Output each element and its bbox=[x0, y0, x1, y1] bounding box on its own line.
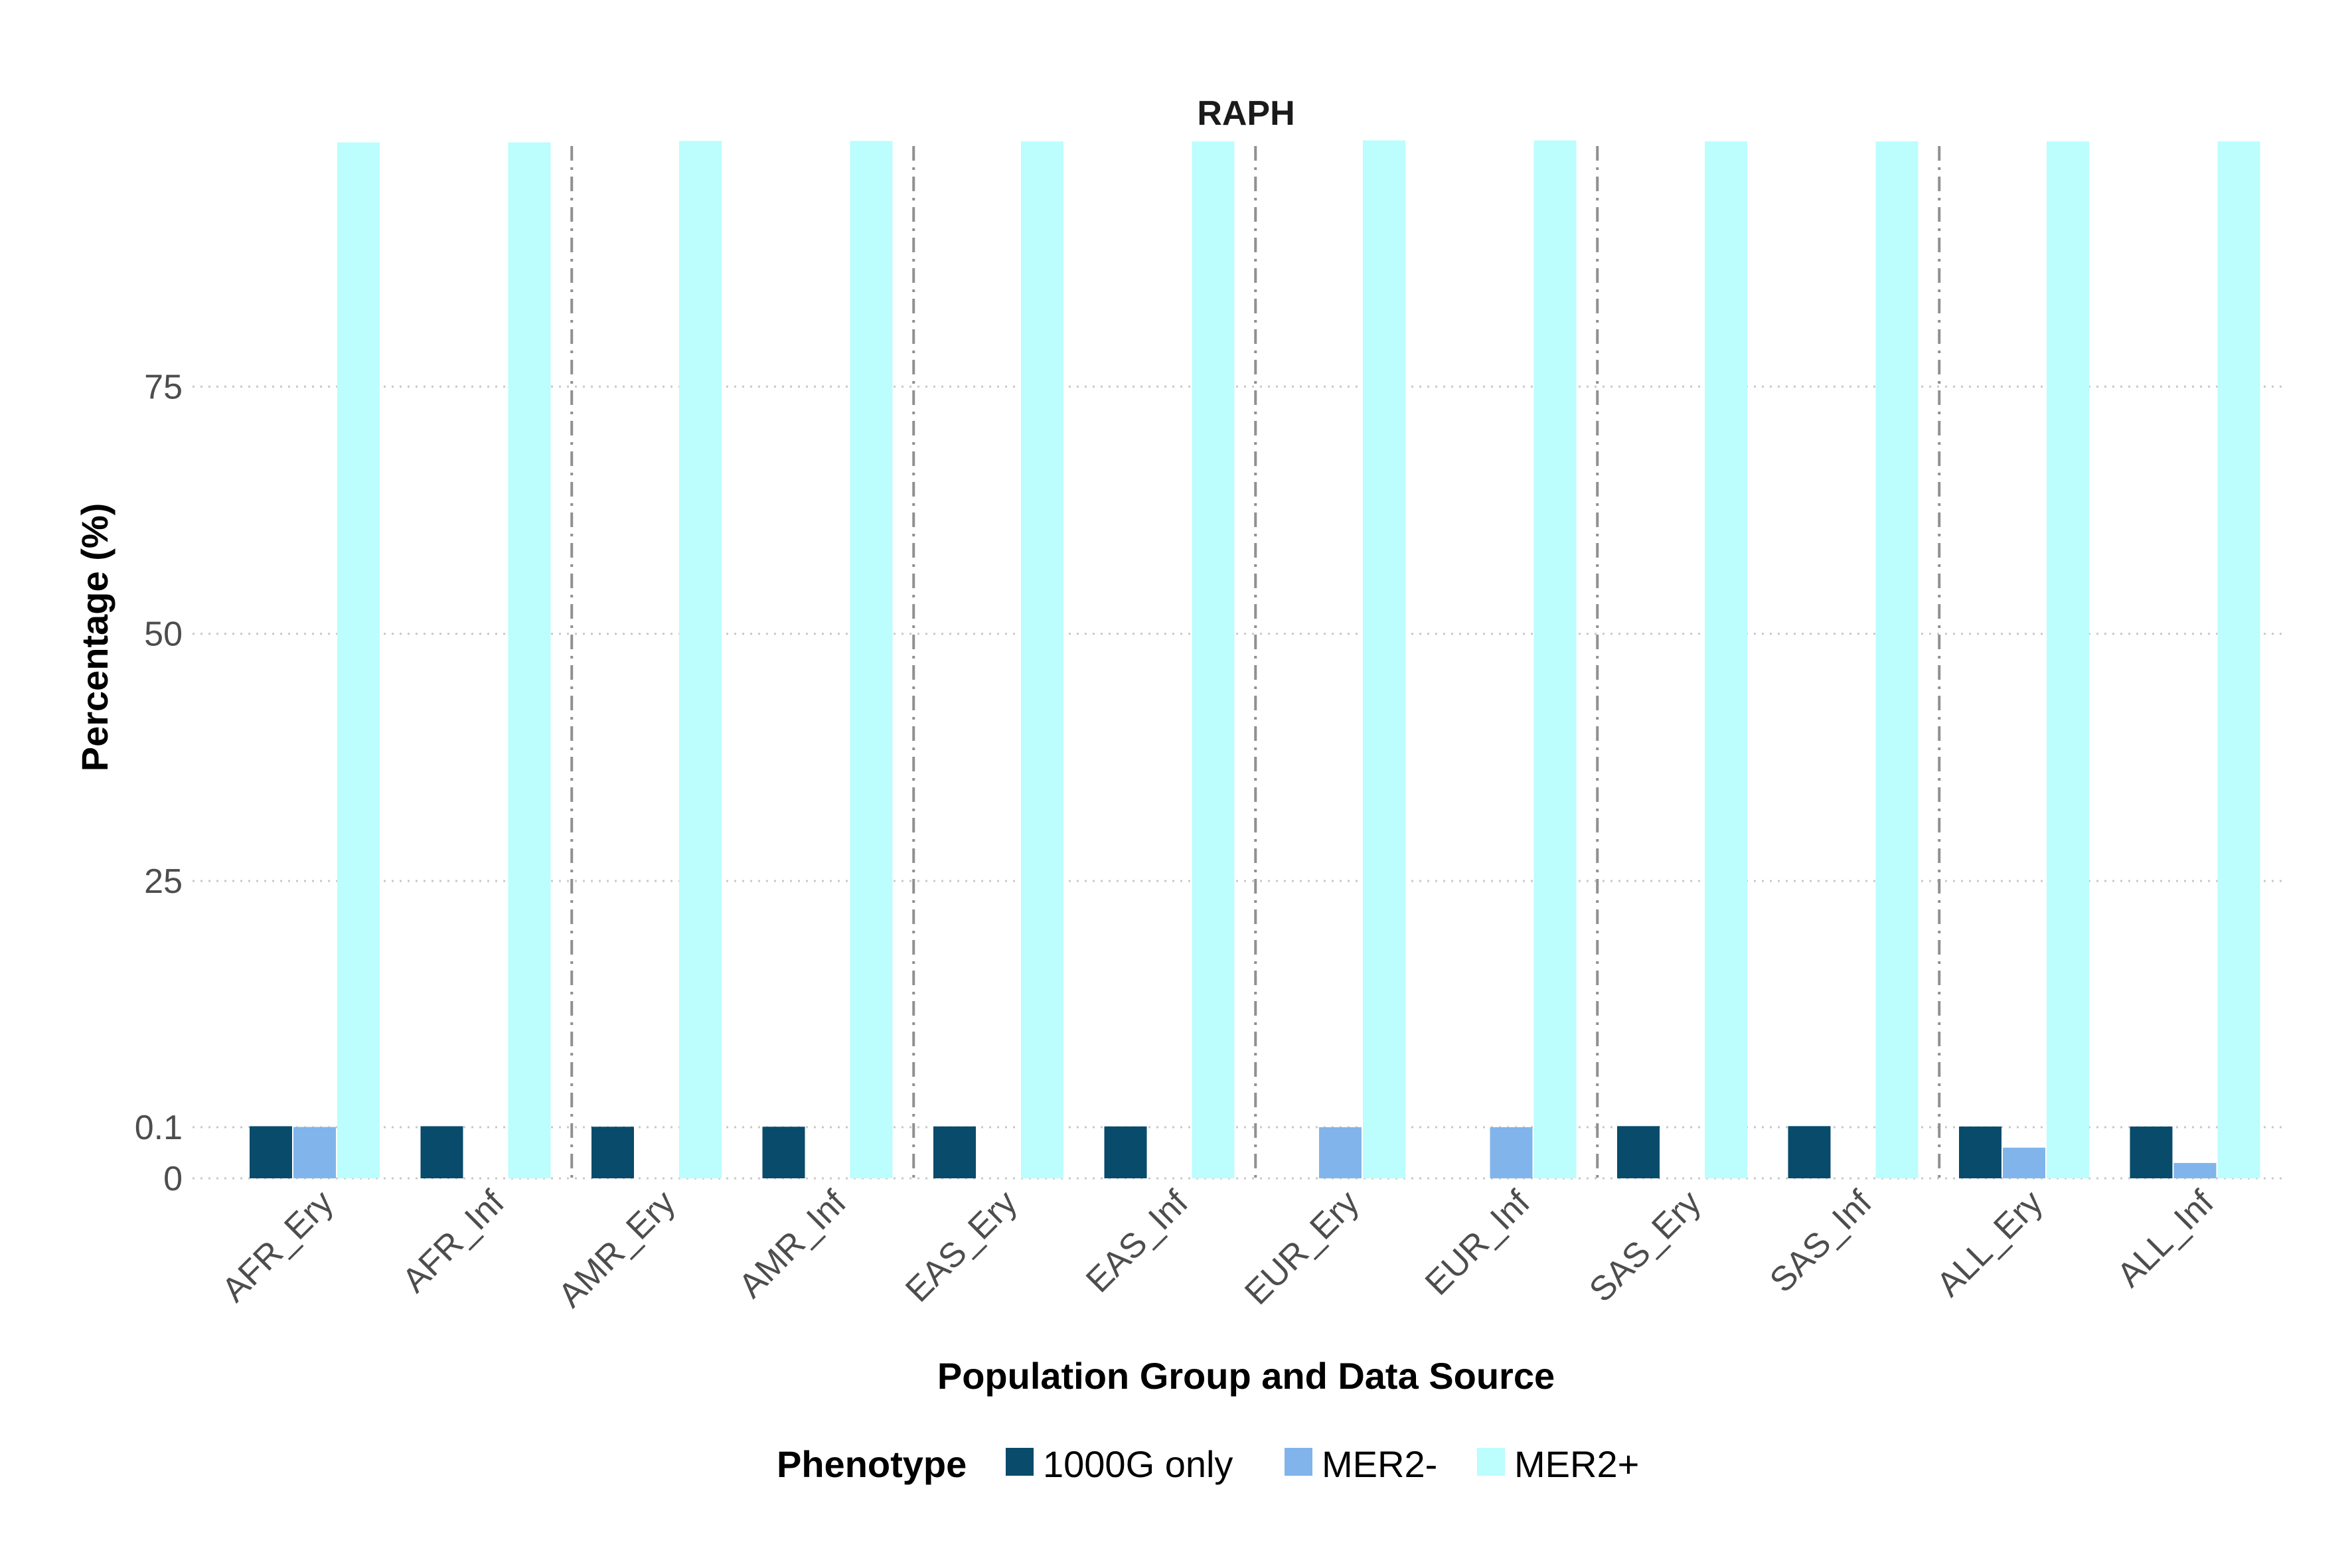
x-tick-label: ALL_Ery bbox=[1929, 1183, 2050, 1304]
x-tick-label: SAS_Inf bbox=[1763, 1183, 1879, 1300]
x-axis-title: Population Group and Data Source bbox=[937, 1355, 1555, 1397]
legend-items: 1000G only MER2- MER2+ bbox=[1006, 1443, 1639, 1485]
y-tick-label: 25 bbox=[144, 862, 183, 901]
grid-layer bbox=[193, 385, 2284, 1180]
x-tick-label: EAS_Inf bbox=[1079, 1183, 1196, 1300]
legend-label: 1000G only bbox=[1043, 1443, 1233, 1485]
x-tick-label: AFR_Inf bbox=[395, 1183, 512, 1300]
group-separators bbox=[570, 146, 1941, 1182]
bar-EAS_Ery-1000G-only bbox=[933, 1126, 976, 1178]
y-tick-label: 0.1 bbox=[135, 1109, 183, 1147]
bar-AFR_Inf-1000G-only bbox=[420, 1126, 463, 1178]
bar-AMR_Inf-1000G-only bbox=[762, 1127, 805, 1178]
bar-ALL_Inf-MER2- bbox=[2217, 141, 2260, 1178]
bar-ALL_Inf-1000G-only bbox=[2130, 1126, 2173, 1178]
bar-ALL_Inf-MER2- bbox=[2173, 1162, 2217, 1178]
bar-EAS_Inf-MER2- bbox=[1192, 141, 1235, 1178]
x-tick-label: EUR_Ery bbox=[1237, 1183, 1366, 1312]
y-tick-label: 75 bbox=[144, 368, 183, 406]
bar-ALL_Ery-1000G-only bbox=[1959, 1126, 2001, 1178]
legend-key-MER2- bbox=[1285, 1448, 1312, 1476]
legend-title: Phenotype bbox=[777, 1443, 967, 1485]
x-tick-label: EAS_Ery bbox=[898, 1183, 1024, 1309]
x-tick-label: AMR_Inf bbox=[732, 1183, 854, 1305]
bar-EUR_Inf-MER2- bbox=[1533, 140, 1577, 1178]
legend: Phenotype 1000G only MER2- MER2+ bbox=[777, 1443, 1639, 1485]
bar-SAS_Inf-1000G-only bbox=[1788, 1126, 1831, 1178]
bar-EUR_Ery-MER2- bbox=[1363, 140, 1405, 1178]
y-tick-label: 0 bbox=[163, 1160, 183, 1198]
bar-AFR_Inf-MER2- bbox=[508, 142, 551, 1178]
bar-EAS_Inf-1000G-only bbox=[1104, 1126, 1147, 1178]
x-tick-label: EUR_Inf bbox=[1418, 1183, 1537, 1302]
x-tick-label: SAS_Ery bbox=[1582, 1183, 1708, 1309]
bar-AFR_Ery-MER2- bbox=[337, 142, 380, 1178]
legend-label: MER2- bbox=[1322, 1443, 1437, 1485]
x-tick-label: AMR_Ery bbox=[551, 1183, 682, 1314]
bar-ALL_Ery-MER2- bbox=[2003, 1147, 2045, 1178]
bar-AFR_Ery-1000G-only bbox=[250, 1126, 292, 1178]
bar-EUR_Ery-MER2- bbox=[1319, 1127, 1362, 1178]
y-axis-ticks: 0 0.1 25 50 75 bbox=[135, 368, 183, 1198]
y-axis-title: Percentage (%) bbox=[74, 503, 116, 772]
bar-AMR_Inf-MER2- bbox=[850, 141, 893, 1178]
y-tick-label: 50 bbox=[144, 615, 183, 654]
legend-label: MER2+ bbox=[1514, 1443, 1639, 1485]
bar-SAS_Ery-1000G-only bbox=[1617, 1126, 1660, 1178]
legend-key-MER2- bbox=[1477, 1448, 1505, 1476]
bar-ALL_Ery-MER2- bbox=[2047, 141, 2089, 1178]
bars bbox=[250, 140, 2260, 1178]
bar-AMR_Ery-MER2- bbox=[679, 141, 722, 1178]
bar-SAS_Ery-MER2- bbox=[1705, 141, 1747, 1178]
bar-AFR_Ery-MER2- bbox=[293, 1127, 336, 1178]
legend-key-1000G-only bbox=[1006, 1448, 1034, 1476]
chart-title: RAPH bbox=[1197, 94, 1294, 133]
bar-AMR_Ery-1000G-only bbox=[591, 1127, 634, 1178]
bar-EAS_Ery-MER2- bbox=[1021, 141, 1063, 1178]
x-axis-ticks: AFR_Ery AFR_Inf AMR_Ery AMR_Inf EAS_Ery EAS_I… bbox=[214, 1183, 2221, 1315]
bar-SAS_Inf-MER2- bbox=[1875, 141, 1919, 1178]
x-tick-label: ALL_Inf bbox=[2110, 1183, 2221, 1294]
bar-EUR_Inf-MER2- bbox=[1490, 1127, 1533, 1178]
x-tick-label: AFR_Ery bbox=[214, 1183, 341, 1309]
